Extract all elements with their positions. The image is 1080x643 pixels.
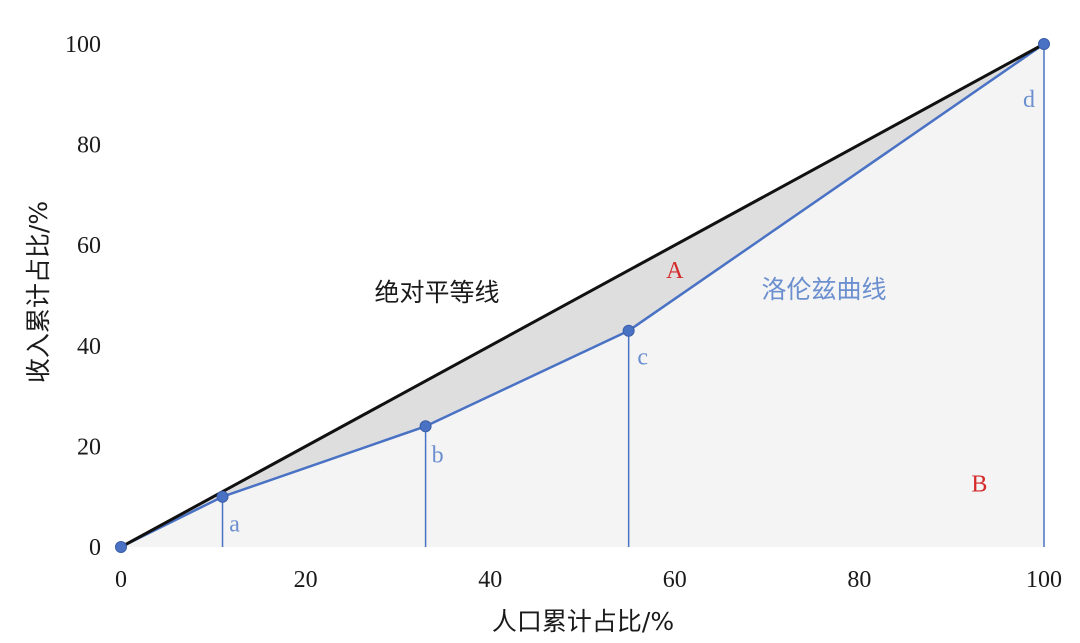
x-tick-label: 60	[663, 567, 687, 593]
y-tick-label: 0	[89, 535, 101, 561]
equality-line-label: 绝对平等线	[374, 278, 499, 307]
lorenz-curve-label: 洛伦兹曲线	[761, 275, 886, 304]
x-tick-label: 0	[115, 567, 127, 593]
axis-ticks: 0 20 40 60 80 100 0 20 40 60 80 100	[65, 32, 1062, 593]
origin-point	[115, 541, 127, 553]
equality-line	[120, 42, 1045, 549]
y-tick-label: 100	[65, 32, 101, 58]
y-axis-title: 收入累计占比/%	[24, 201, 53, 383]
y-tick-label: 40	[77, 334, 101, 360]
y-tick-label: 60	[77, 233, 101, 259]
lorenz-point-a	[216, 490, 229, 503]
point-label-b: b	[432, 442, 444, 468]
point-label-a: a	[229, 512, 240, 538]
x-tick-label: 80	[847, 567, 871, 593]
lorenz-point-d	[1038, 38, 1050, 50]
x-tick-label: 20	[294, 567, 318, 593]
x-tick-label: 40	[478, 567, 502, 593]
chart-marks	[115, 38, 1050, 553]
lorenz-point-b	[419, 420, 432, 433]
region-b-area	[121, 44, 1044, 547]
x-tick-label: 100	[1026, 567, 1062, 593]
chart-labels: a b c d A B 绝对平等线 洛伦兹曲线	[229, 87, 1035, 538]
region-label-A: A	[666, 258, 684, 284]
y-tick-label: 80	[77, 133, 101, 159]
region-label-B: B	[971, 472, 987, 498]
y-tick-label: 20	[77, 434, 101, 460]
x-axis-title: 人口累计占比/%	[492, 607, 674, 636]
lorenz-point-c	[622, 324, 635, 337]
point-label-d: d	[1023, 87, 1035, 113]
point-label-c: c	[637, 345, 648, 371]
